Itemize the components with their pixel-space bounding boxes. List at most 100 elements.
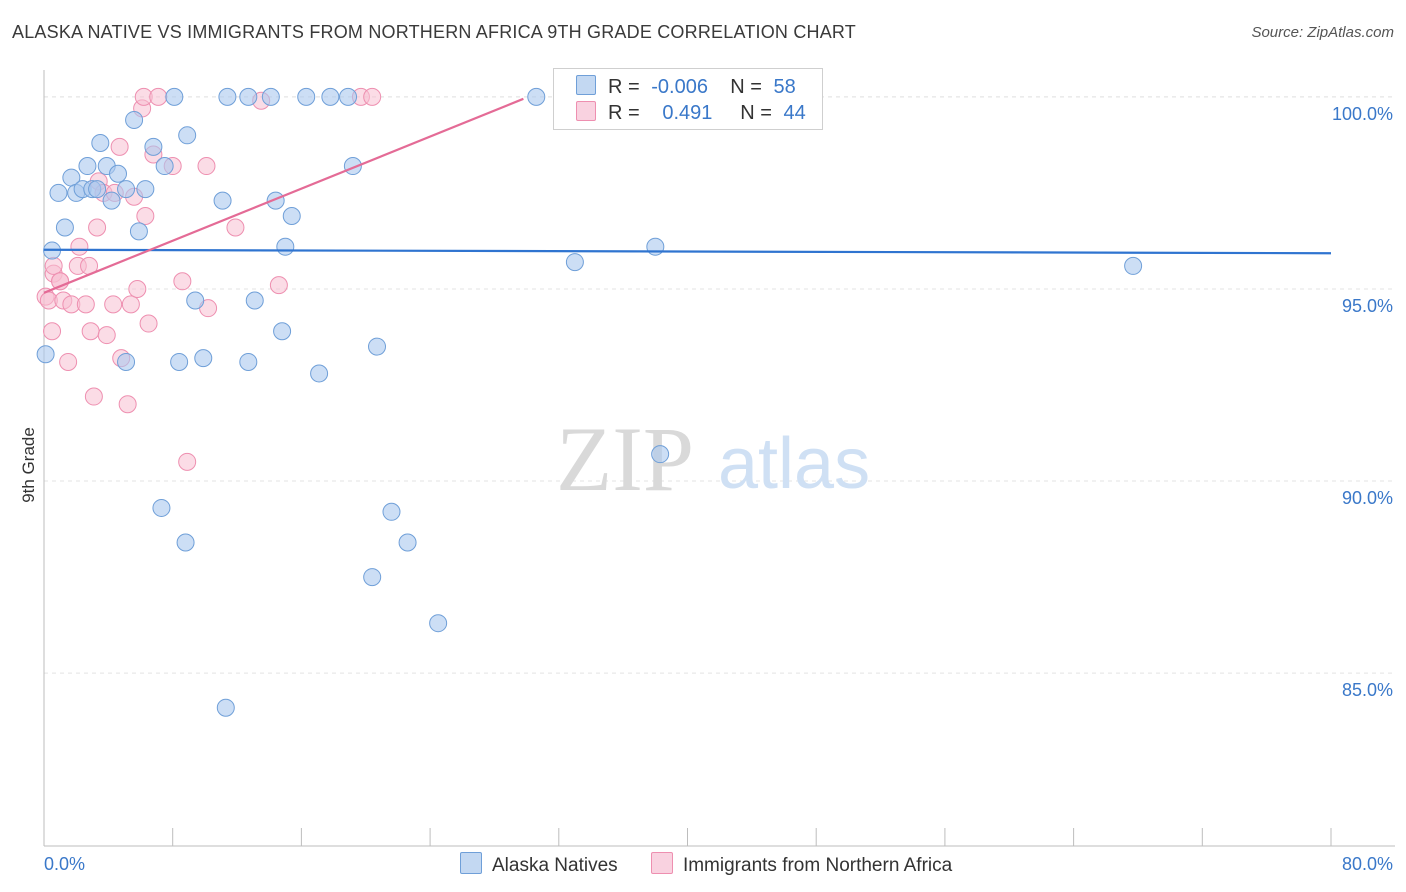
point-alaska-natives (186, 291, 205, 310)
point-alaska-natives (125, 110, 144, 129)
point-alaska-natives (165, 87, 184, 106)
bottom-legend-label-1: Alaska Natives (492, 855, 618, 876)
legend-n-value-2: 44 (783, 102, 806, 124)
point-immigrants-northern-africa (178, 452, 197, 471)
y-axis-label: 9th Grade (19, 427, 38, 503)
point-alaska-natives (261, 87, 280, 106)
point-immigrants-northern-africa (97, 326, 116, 345)
grid-lines (44, 96, 1395, 674)
point-immigrants-northern-africa (59, 352, 78, 371)
legend-n-value-1: 58 (773, 76, 796, 98)
point-alaska-natives (646, 237, 665, 256)
point-alaska-natives (109, 164, 128, 183)
bottom-legend-item-2[interactable]: Immigrants from Northern Africa (650, 852, 953, 877)
watermark-zip: ZIP (556, 408, 694, 510)
point-alaska-natives (178, 126, 197, 145)
point-immigrants-northern-africa (76, 295, 95, 314)
point-immigrants-northern-africa (121, 295, 140, 314)
legend-row-pink: R = 0.491 N = 44 (576, 101, 806, 125)
point-alaska-natives (102, 191, 121, 210)
axes (43, 70, 1395, 847)
legend-r-label-2: R = (608, 102, 640, 124)
point-immigrants-northern-africa (269, 276, 288, 295)
bottom-legend-item-1[interactable]: Alaska Natives (460, 852, 618, 877)
point-immigrants-northern-africa (104, 295, 123, 314)
point-alaska-natives (129, 222, 148, 241)
point-alaska-natives (91, 133, 110, 152)
point-immigrants-northern-africa (226, 218, 245, 237)
point-alaska-natives (213, 191, 232, 210)
point-immigrants-northern-africa (139, 314, 158, 333)
point-alaska-natives (245, 291, 264, 310)
point-alaska-natives (55, 218, 74, 237)
point-immigrants-northern-africa (118, 395, 137, 414)
point-alaska-natives (88, 180, 107, 199)
point-immigrants-northern-africa (88, 218, 107, 237)
point-immigrants-northern-africa (81, 322, 100, 341)
legend-swatch-pink (576, 101, 596, 121)
legend-row-blue: R = -0.006 N = 58 (576, 75, 796, 99)
x-tick-label-min: 0.0% (44, 854, 85, 874)
trend-lines (43, 97, 1332, 294)
point-alaska-natives (194, 349, 213, 368)
point-alaska-natives (282, 206, 301, 225)
series-pink-points (36, 87, 382, 471)
series-blue-points (36, 87, 1143, 717)
point-alaska-natives (218, 87, 237, 106)
point-immigrants-northern-africa (43, 322, 62, 341)
watermark: ZIP atlas (556, 408, 870, 510)
point-alaska-natives (1124, 256, 1143, 275)
point-alaska-natives (144, 137, 163, 156)
chart-title: ALASKA NATIVE VS IMMIGRANTS FROM NORTHER… (12, 22, 856, 42)
point-alaska-natives (136, 180, 155, 199)
point-immigrants-northern-africa (84, 387, 103, 406)
source-label: Source: ZipAtlas.com (1251, 24, 1394, 41)
legend-box: R = -0.006 N = 58 R = 0.491 N = 44 (553, 68, 823, 130)
point-alaska-natives (398, 533, 417, 552)
legend-r-label-1: R = (608, 76, 640, 98)
point-immigrants-northern-africa (44, 256, 63, 275)
point-alaska-natives (276, 237, 295, 256)
point-alaska-natives (527, 87, 546, 106)
point-immigrants-northern-africa (197, 157, 216, 176)
y-tick-label: 95.0% (1342, 296, 1393, 316)
y-tick-label: 90.0% (1342, 488, 1393, 508)
legend-r-value-1: -0.006 (651, 76, 708, 98)
point-alaska-natives (339, 87, 358, 106)
point-immigrants-northern-africa (128, 279, 147, 298)
point-alaska-natives (155, 157, 174, 176)
point-alaska-natives (36, 345, 55, 364)
point-alaska-natives (78, 157, 97, 176)
y-tick-label: 85.0% (1342, 680, 1393, 700)
bottom-legend-label-2: Immigrants from Northern Africa (682, 855, 953, 876)
y-tick-label: 100.0% (1332, 104, 1393, 124)
point-alaska-natives (321, 87, 340, 106)
legend-n-label-1: N = (730, 76, 762, 98)
point-immigrants-northern-africa (363, 87, 382, 106)
point-alaska-natives (565, 253, 584, 272)
bottom-legend: Alaska Natives Immigrants from Northern … (460, 852, 980, 877)
point-alaska-natives (651, 445, 670, 464)
watermark-atlas: atlas (718, 424, 870, 504)
point-alaska-natives (176, 533, 195, 552)
point-immigrants-northern-africa (136, 206, 155, 225)
bottom-legend-swatch-blue (460, 852, 482, 874)
point-alaska-natives (49, 183, 68, 202)
point-alaska-natives (117, 180, 136, 199)
point-alaska-natives (170, 352, 189, 371)
point-alaska-natives (368, 337, 387, 356)
trend-line-alaska-natives (43, 248, 1332, 255)
point-alaska-natives (382, 502, 401, 521)
point-alaska-natives (297, 87, 316, 106)
legend-n-label-2: N = (740, 102, 772, 124)
point-immigrants-northern-africa (110, 137, 129, 156)
point-alaska-natives (239, 87, 258, 106)
point-alaska-natives (363, 568, 382, 587)
bottom-legend-swatch-pink (650, 852, 673, 874)
point-alaska-natives (152, 498, 171, 517)
point-immigrants-northern-africa (70, 237, 89, 256)
point-alaska-natives (216, 698, 235, 717)
trend-line-immigrants-northern-africa (43, 97, 524, 294)
tick-labels: 85.0% 90.0% 95.0% 100.0% 0.0% 80.0% (44, 104, 1393, 874)
